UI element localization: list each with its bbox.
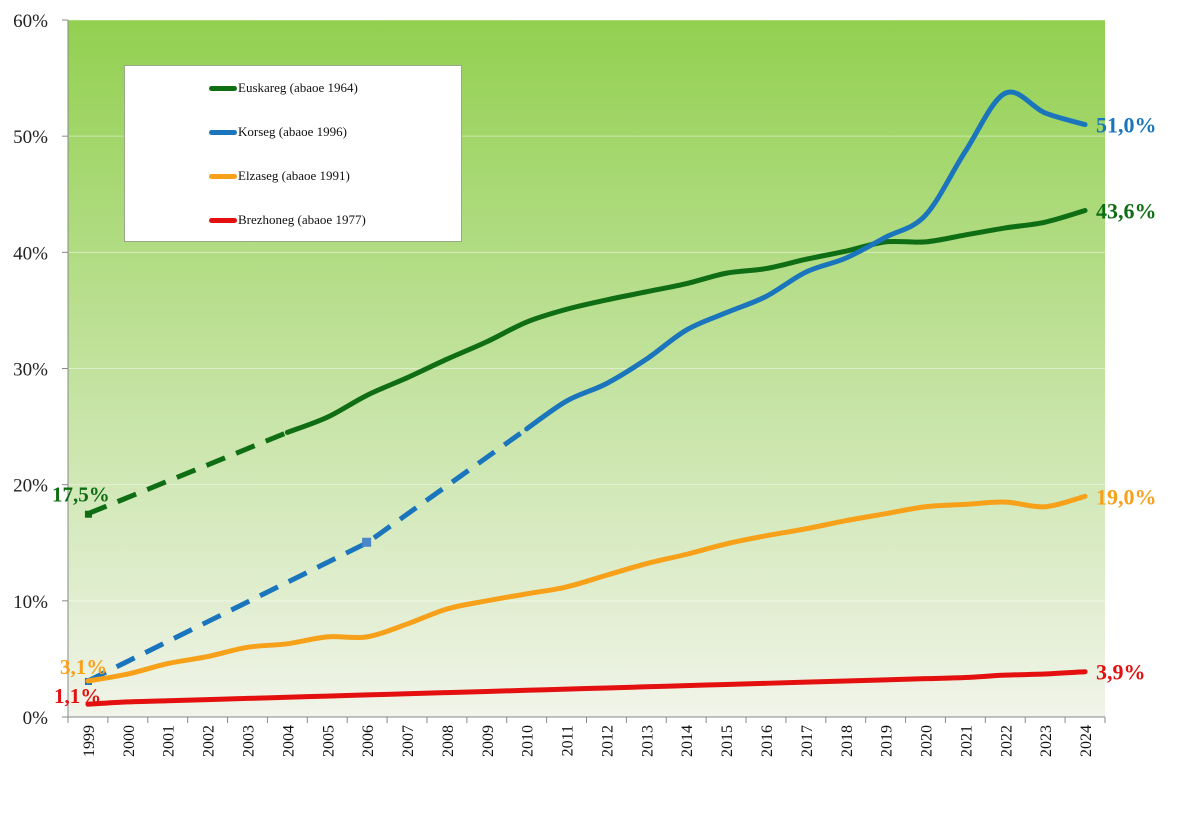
y-tick-label: 60% (13, 11, 48, 32)
x-tick-label: 2024 (1078, 725, 1095, 757)
y-tick-label: 50% (13, 127, 48, 148)
x-tick-label: 2022 (998, 725, 1015, 757)
legend-label: Elzaseg (abaoe 1991) (238, 168, 350, 183)
series-marker (362, 537, 372, 547)
y-tick-label: 30% (13, 360, 48, 381)
end-value-label: 51,0% (1096, 113, 1157, 138)
x-tick-label: 2017 (799, 725, 816, 757)
x-tick-label: 2000 (121, 725, 138, 757)
x-tick-label: 2002 (201, 725, 218, 757)
start-value-label: 3,1% (60, 655, 107, 679)
x-tick-label: 2021 (958, 725, 975, 757)
legend-label: Brezhoneg (abaoe 1977) (238, 212, 366, 227)
series-line-dashed (86, 426, 529, 684)
legend-swatch (209, 217, 237, 223)
start-value-label: 17,5% (52, 483, 110, 507)
legend-item-elzaseg: Elzaseg (abaoe 1991) (209, 168, 350, 184)
x-tick-label: 2016 (759, 725, 776, 757)
series-line (524, 89, 1088, 432)
x-tick-label: 2018 (839, 725, 856, 757)
end-value-label: 3,9% (1096, 660, 1146, 685)
series-line (85, 669, 1088, 707)
y-tick-label: 20% (13, 476, 48, 497)
end-value-label: 19,0% (1096, 484, 1157, 509)
x-tick-label: 2003 (240, 725, 257, 757)
x-tick-label: 2009 (480, 725, 497, 757)
x-tick-label: 2020 (919, 725, 936, 757)
end-value-label: 43,6% (1096, 199, 1157, 224)
legend-swatch (209, 173, 237, 179)
legend-item-euskareg: Euskareg (abaoe 1964) (209, 80, 358, 96)
x-tick-label: 2023 (1038, 725, 1055, 757)
x-tick-label: 2004 (280, 725, 297, 757)
legend-item-brezhoneg: Brezhoneg (abaoe 1977) (209, 212, 366, 228)
x-tick-label: 2006 (360, 725, 377, 757)
x-tick-label: 2019 (879, 725, 896, 757)
y-tick-label: 40% (13, 243, 48, 264)
start-value-label: 1,1% (54, 684, 101, 708)
x-tick-label: 2015 (719, 725, 736, 757)
legend: Euskareg (abaoe 1964) Korseg (abaoe 1996… (124, 65, 462, 242)
x-tick-label: 2014 (679, 725, 696, 757)
x-tick-label: 2007 (400, 725, 417, 757)
x-tick-label: 2005 (320, 725, 337, 757)
x-tick-label: 1999 (81, 725, 98, 757)
legend-item-korseg: Korseg (abaoe 1996) (209, 124, 347, 140)
x-tick-label: 2010 (520, 725, 537, 757)
y-tick-label: 0% (23, 708, 49, 729)
x-tick-label: 2008 (440, 725, 457, 757)
legend-label: Korseg (abaoe 1996) (238, 124, 348, 139)
x-tick-label: 2011 (560, 725, 577, 756)
legend-label: Euskareg (abaoe 1964) (238, 80, 358, 95)
legend-swatch (209, 129, 237, 135)
series-line (85, 493, 1088, 684)
series-line-dashed (86, 430, 289, 517)
legend-swatch (209, 85, 237, 91)
y-tick-label: 10% (13, 592, 48, 613)
series-line (284, 208, 1088, 435)
series-marker (84, 510, 92, 518)
x-tick-label: 2013 (639, 725, 656, 757)
x-tick-label: 2012 (599, 725, 616, 757)
x-tick-label: 2001 (161, 725, 178, 757)
